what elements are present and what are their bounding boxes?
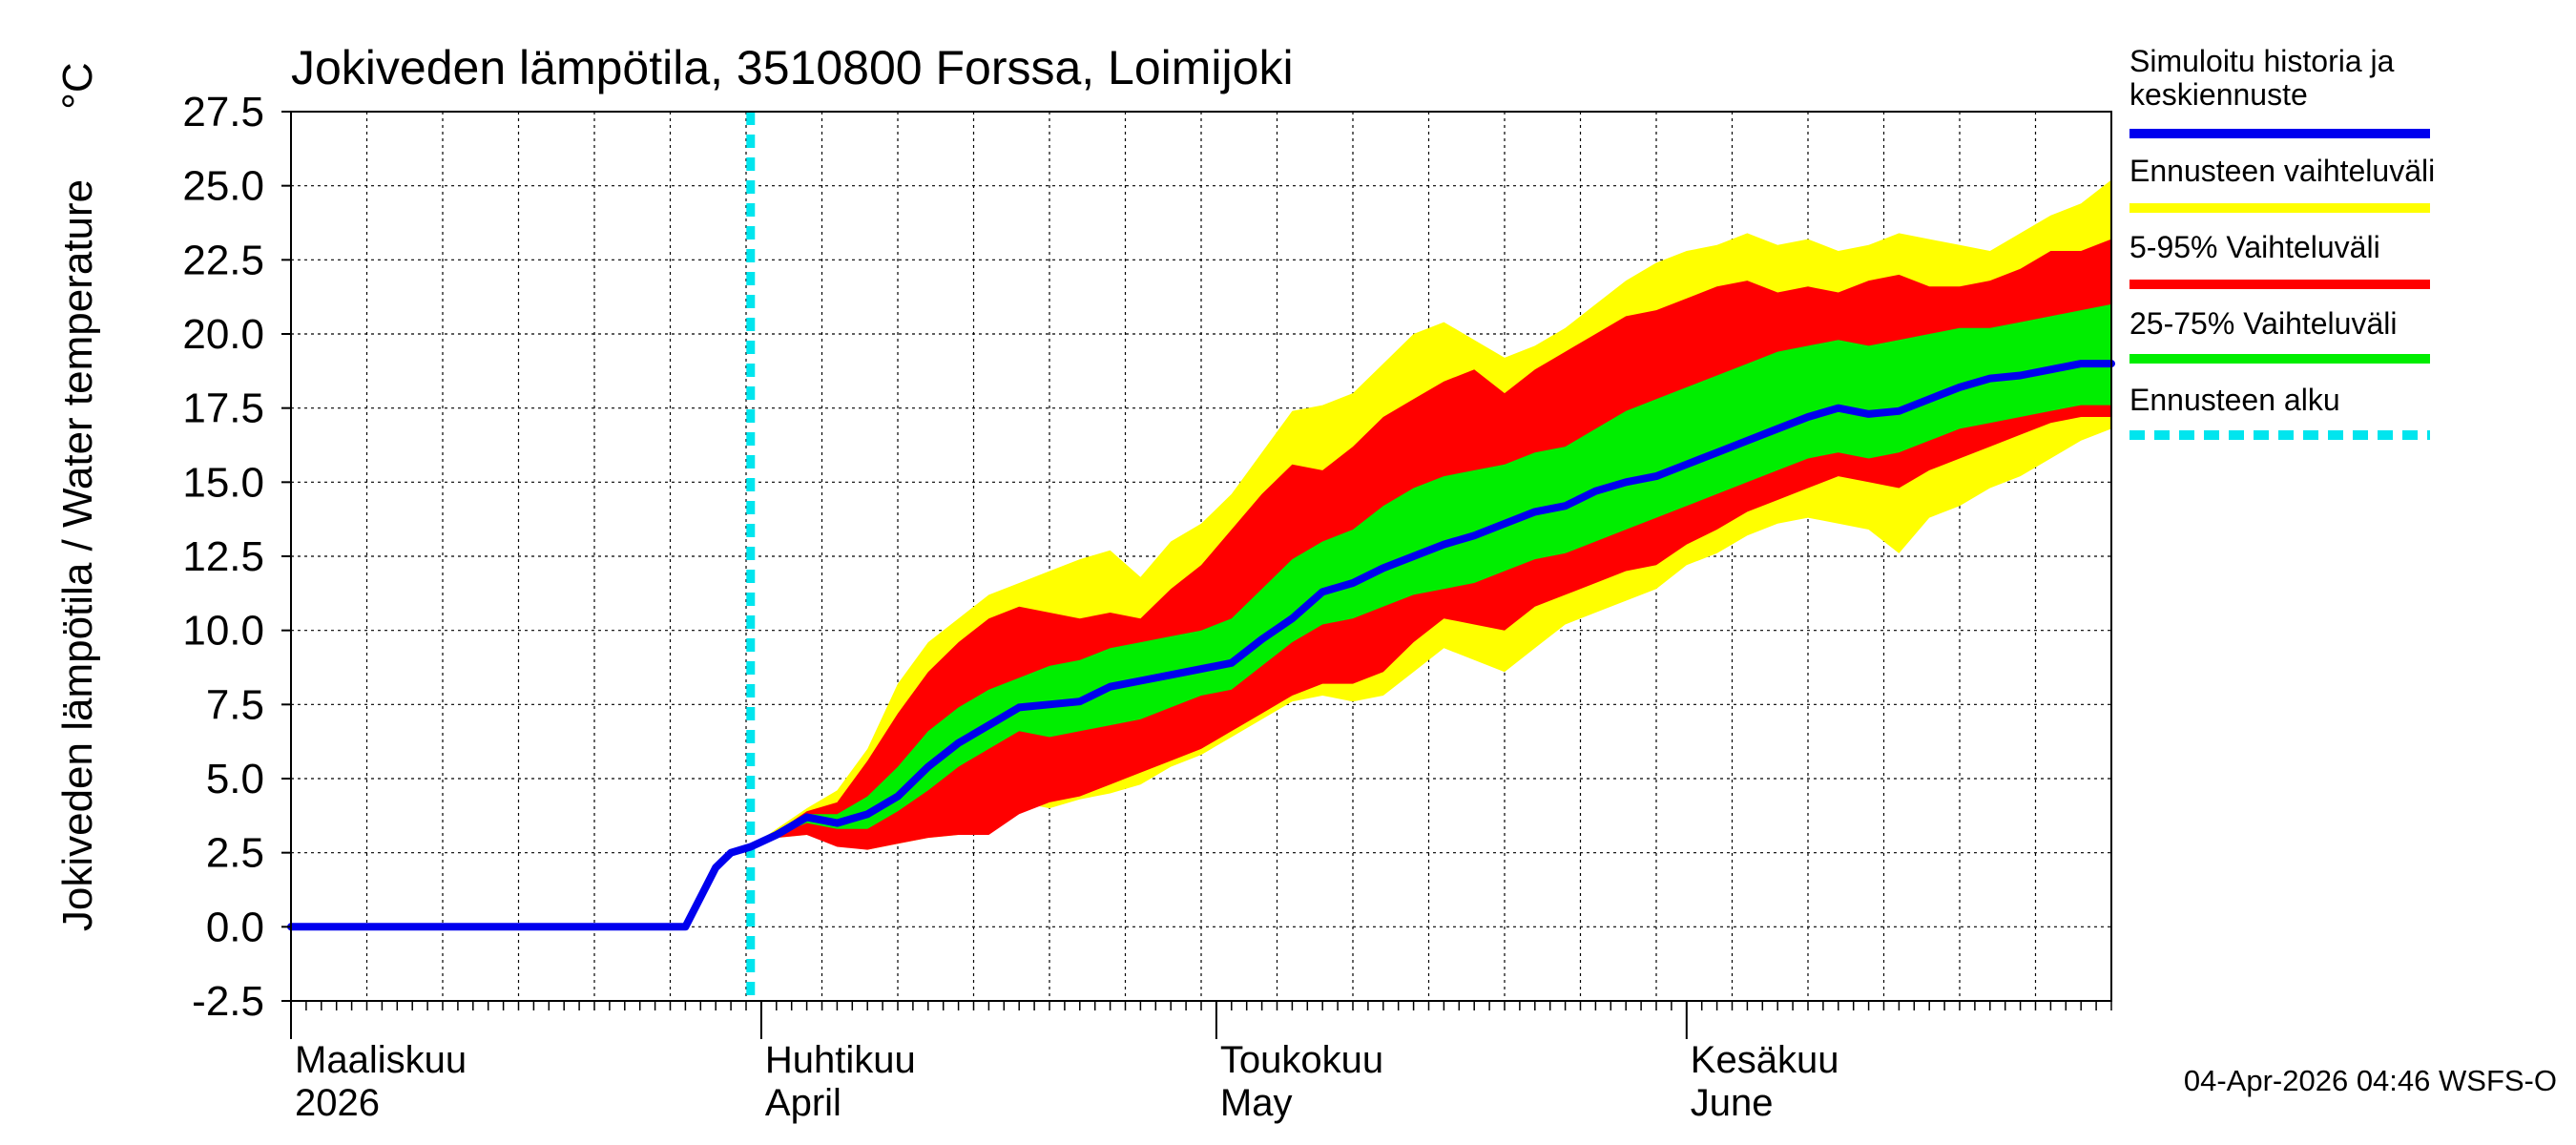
y-tick-label: 25.0 (182, 163, 264, 210)
y-tick-label: 17.5 (182, 385, 264, 432)
y-tick-label: 12.5 (182, 533, 264, 580)
legend-label: Ennusteen vaihteluväli (2129, 154, 2435, 188)
y-tick-label: -2.5 (192, 978, 264, 1025)
y-tick-label: 5.0 (206, 756, 264, 802)
median-line (287, 360, 2115, 931)
y-tick-label: 7.5 (206, 681, 264, 728)
y-tick-label: 2.5 (206, 830, 264, 877)
legend-label: Simuloitu historia ja (2129, 44, 2395, 78)
chart-title: Jokiveden lämpötila, 3510800 Forssa, Loi… (291, 41, 1294, 94)
y-axis-label: Jokiveden lämpötila / Water temperature (54, 179, 101, 931)
legend-label: Ennusteen alku (2129, 383, 2340, 417)
y-tick-label: 15.0 (182, 459, 264, 506)
y-axis-unit: °C (54, 62, 101, 109)
month-label-fi: Maaliskuu (295, 1039, 467, 1081)
series-lines (287, 112, 2115, 1001)
y-tick-label: 22.5 (182, 237, 264, 283)
band-25-75 (750, 303, 2111, 847)
y-axis-ticks: 27.5 25.0 22.5 20.0 17.5 15.0 12.5 10.0 7.5 5.0 2.… (182, 89, 291, 1025)
y-tick-label: 20.0 (182, 311, 264, 358)
legend-label: 5-95% Vaihteluväli (2129, 230, 2380, 264)
month-label-en: May (1220, 1082, 1293, 1124)
timestamp-footer: 04-Apr-2026 04:46 WSFS-O (2184, 1064, 2557, 1097)
plot-area (287, 111, 2115, 1002)
month-label-en: June (1691, 1082, 1774, 1124)
month-label-fi: Huhtikuu (765, 1039, 916, 1081)
month-label-en: April (765, 1082, 841, 1124)
month-label-fi: Toukokuu (1220, 1039, 1383, 1081)
month-label-fi: Kesäkuu (1691, 1039, 1839, 1081)
y-tick-label: 27.5 (182, 89, 264, 135)
legend-label: 25-75% Vaihteluväli (2129, 306, 2397, 341)
month-label-en: 2026 (295, 1082, 380, 1124)
y-tick-label: 0.0 (206, 904, 264, 950)
y-tick-label: 10.0 (182, 608, 264, 655)
legend-label: keskiennuste (2129, 77, 2308, 112)
